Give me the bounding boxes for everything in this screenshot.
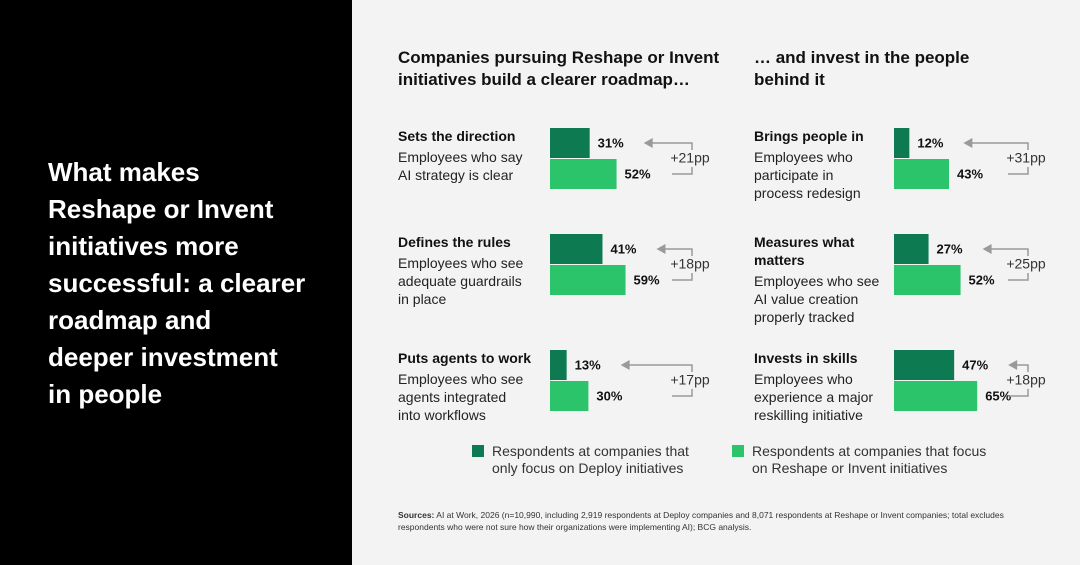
arrowhead xyxy=(656,244,666,254)
panel-title: Brings people in xyxy=(754,128,864,144)
value-label: 52% xyxy=(969,272,995,287)
panel-description: participate in xyxy=(754,167,834,183)
bar xyxy=(894,350,955,380)
panel-title: Measures what xyxy=(754,234,855,250)
delta-label: +17pp xyxy=(670,372,710,388)
legend-label: Respondents at companies that focus xyxy=(752,443,987,459)
arrowhead xyxy=(963,138,973,148)
value-label: 43% xyxy=(957,166,983,181)
panel-description: properly tracked xyxy=(754,309,855,325)
panel-description: Employees who see xyxy=(398,371,524,387)
sources: Sources: AI at Work, 2026 (n=10,990, inc… xyxy=(398,509,1038,533)
value-label: 52% xyxy=(625,166,651,181)
panel-description: into workflows xyxy=(398,407,486,423)
value-label: 65% xyxy=(985,388,1011,403)
bar xyxy=(894,159,950,189)
panel-title: Defines the rules xyxy=(398,234,511,250)
panel-description: in place xyxy=(398,291,447,307)
arrowhead xyxy=(982,244,992,254)
value-label: 41% xyxy=(610,241,636,256)
annotation-bg xyxy=(1004,150,1048,167)
heading-line: roadmap and xyxy=(48,305,212,335)
arrowhead xyxy=(620,360,630,370)
annotation-bg xyxy=(1004,372,1048,389)
heading-line: in people xyxy=(48,379,163,409)
panel-description: reskilling initiative xyxy=(754,407,863,423)
bar xyxy=(550,350,567,380)
arrowhead xyxy=(643,138,653,148)
heading-line: initiatives more xyxy=(48,231,239,261)
column-title: initiatives build a clearer roadmap… xyxy=(398,70,690,89)
bar xyxy=(894,128,910,158)
column-title: behind it xyxy=(754,70,825,89)
legend-label: only focus on Deploy initiatives xyxy=(492,460,684,476)
panel-description: experience a major xyxy=(754,389,874,405)
bar xyxy=(550,381,589,411)
column-title: … and invest in the people xyxy=(754,48,970,67)
bar xyxy=(550,128,590,158)
panel-description: Employees who xyxy=(754,149,853,165)
panel-description: process redesign xyxy=(754,185,861,201)
annotation-bg xyxy=(668,256,712,273)
legend-swatch xyxy=(472,445,484,457)
heading-line: deeper investment xyxy=(48,342,278,372)
bar xyxy=(894,381,978,411)
legend-swatch xyxy=(732,445,744,457)
panel-description: Employees who xyxy=(754,371,853,387)
panel-title: matters xyxy=(754,252,805,268)
panel-description: adequate guardrails xyxy=(398,273,522,289)
bar xyxy=(894,234,929,264)
sources-label: Sources: xyxy=(398,510,435,520)
delta-label: +18pp xyxy=(1006,372,1046,388)
legend-label: Respondents at companies that xyxy=(492,443,689,459)
delta-label: +25pp xyxy=(1006,256,1046,272)
bar xyxy=(894,265,961,295)
sources-text: AI at Work, 2026 (n=10,990, including 2,… xyxy=(398,510,1004,532)
annotation-bg xyxy=(668,372,712,389)
value-label: 12% xyxy=(917,135,943,150)
heading-line: Reshape or Invent xyxy=(48,194,274,224)
value-label: 31% xyxy=(598,135,624,150)
panel-description: Employees who see xyxy=(754,273,880,289)
bar xyxy=(550,234,603,264)
value-label: 30% xyxy=(596,388,622,403)
value-label: 47% xyxy=(962,357,988,372)
delta-label: +18pp xyxy=(670,256,710,272)
value-label: 27% xyxy=(937,241,963,256)
annotation-bg xyxy=(668,150,712,167)
panel-description: AI value creation xyxy=(754,291,859,307)
column-title: Companies pursuing Reshape or Invent xyxy=(398,48,720,67)
arrowhead xyxy=(1008,360,1018,370)
panel-title: Invests in skills xyxy=(754,350,858,366)
annotation-bg xyxy=(1004,256,1048,273)
legend-label: on Reshape or Invent initiatives xyxy=(752,460,948,476)
delta-label: +31pp xyxy=(1006,150,1046,166)
delta-label: +21pp xyxy=(670,150,710,166)
left-panel xyxy=(0,0,352,565)
value-label: 59% xyxy=(634,272,660,287)
panel-description: agents integrated xyxy=(398,389,507,405)
panel-title: Puts agents to work xyxy=(398,350,532,366)
bar xyxy=(550,159,617,189)
heading-line: What makes xyxy=(48,157,200,187)
bar xyxy=(550,265,626,295)
panel-description: Employees who say xyxy=(398,149,523,165)
panel-description: AI strategy is clear xyxy=(398,167,514,183)
panel-title: Sets the direction xyxy=(398,128,516,144)
panel-description: Employees who see xyxy=(398,255,524,271)
value-label: 13% xyxy=(575,357,601,372)
heading-line: successful: a clearer xyxy=(48,268,306,298)
